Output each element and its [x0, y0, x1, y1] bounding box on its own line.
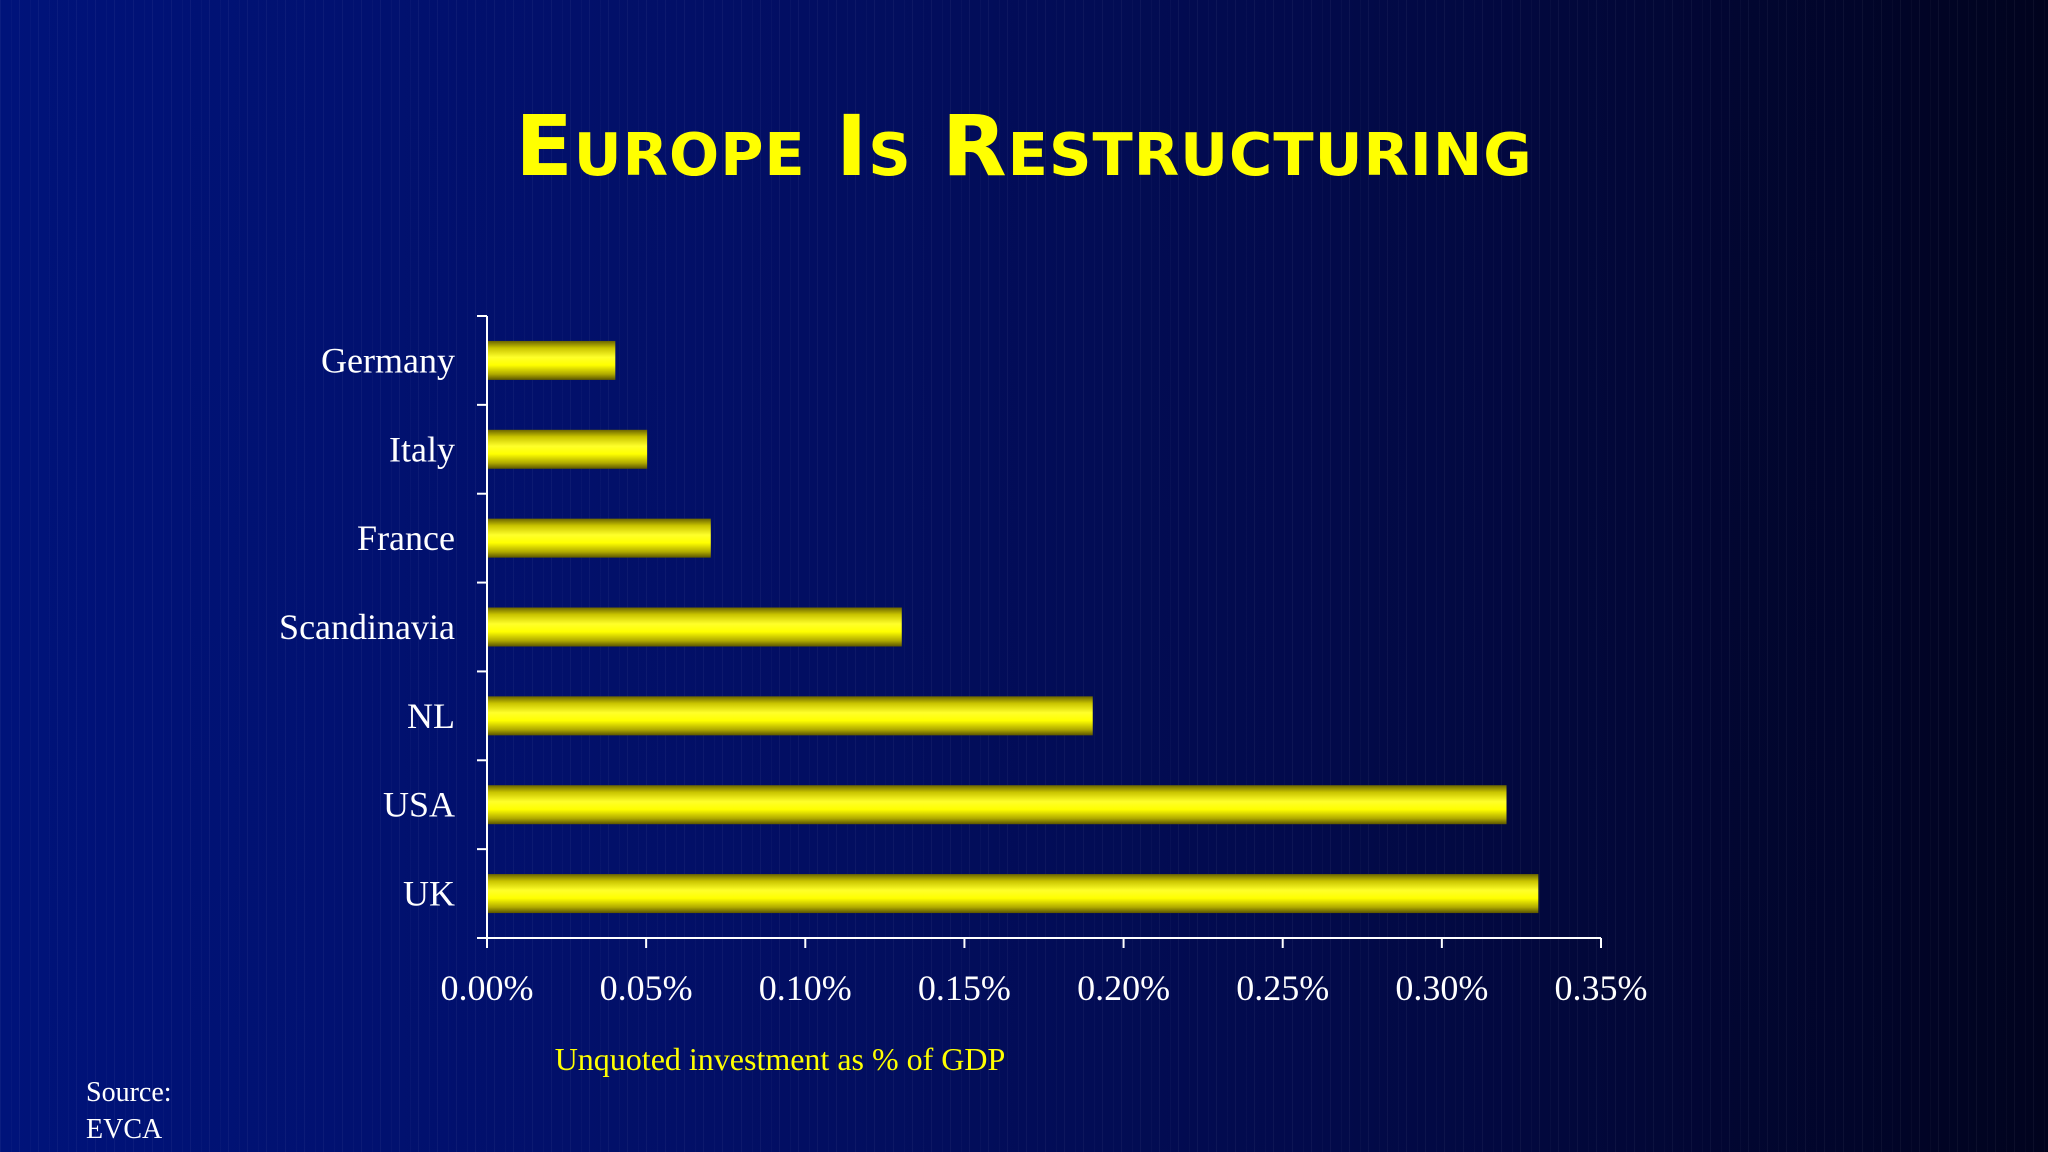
bar-france — [488, 518, 711, 558]
x-tick-label: 0.05% — [600, 968, 693, 1008]
x-tick-labels: 0.00% 0.05% 0.10% 0.15% 0.20% 0.25% 0.30% 0.35% — [441, 968, 1648, 1008]
category-label: Germany — [321, 340, 455, 380]
x-tick-label: 0.30% — [1395, 968, 1488, 1008]
x-axis-title: Unquoted investment as % of GDP — [555, 1041, 1006, 1077]
x-tick-label: 0.15% — [918, 968, 1011, 1008]
bar-uk — [488, 874, 1539, 914]
category-labels: Germany Italy France Scandinavia NL USA UK — [279, 340, 455, 913]
slide-title: Europe Is Restructuring — [515, 97, 1533, 195]
x-tick-label: 0.10% — [759, 968, 852, 1008]
category-label: Italy — [389, 429, 455, 469]
category-label: Scandinavia — [279, 607, 455, 647]
category-label: NL — [407, 696, 455, 736]
chart-bars — [488, 340, 1539, 914]
chart-axes — [477, 315, 1602, 948]
source-name: EVCA — [86, 1114, 163, 1145]
source-note: Source: EVCA — [86, 1074, 172, 1148]
category-label: France — [357, 518, 455, 558]
bar-nl — [488, 696, 1093, 736]
bar-italy — [488, 429, 648, 469]
x-tick-label: 0.35% — [1555, 968, 1648, 1008]
x-tick-label: 0.00% — [441, 968, 534, 1008]
category-label: UK — [403, 874, 455, 914]
bar-scandinavia — [488, 607, 902, 647]
x-tick-label: 0.20% — [1077, 968, 1170, 1008]
bar-germany — [488, 340, 616, 380]
source-label: Source: — [86, 1077, 172, 1108]
bar-usa — [488, 785, 1507, 825]
category-label: USA — [383, 785, 455, 825]
x-tick-label: 0.25% — [1236, 968, 1329, 1008]
